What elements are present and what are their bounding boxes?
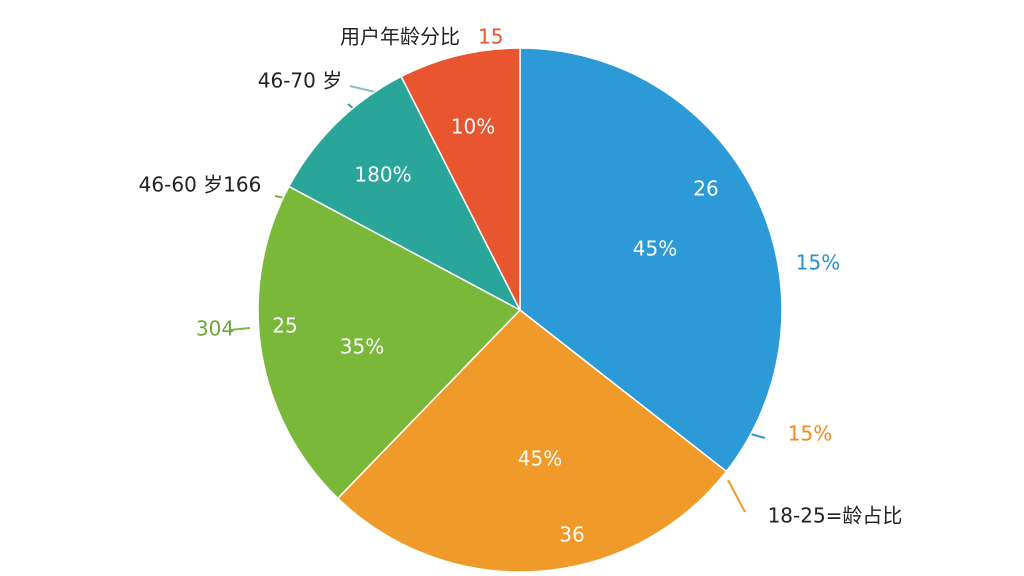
pie-slice — [287, 75, 522, 312]
annotation: 26 — [693, 177, 718, 201]
leader-line — [727, 479, 746, 513]
annotation: 36 — [559, 523, 584, 547]
annotation: 304 — [196, 317, 234, 341]
pie-slice — [257, 185, 522, 500]
annotation: 45% — [518, 447, 562, 471]
annotation: 46-60 岁166 — [139, 173, 262, 197]
annotation: 35% — [340, 335, 384, 359]
pie — [257, 47, 783, 573]
annotation: 15% — [788, 422, 832, 446]
annotation: 25 — [272, 314, 297, 338]
pie-slice — [519, 47, 783, 473]
annotation: 18-25=龄占比 — [768, 504, 903, 528]
annotation: 10% — [451, 115, 495, 139]
annotation: 46-70 岁 — [258, 69, 342, 93]
leader-line — [229, 327, 251, 331]
annotation: 45% — [633, 237, 677, 261]
annotation: 15% — [796, 251, 840, 275]
annotation: 180% — [354, 163, 411, 187]
chart-title: 用户年龄分比 — [340, 25, 460, 49]
pie-slice — [400, 47, 521, 311]
annotation: 15 — [478, 25, 503, 49]
pie-slice — [336, 308, 728, 573]
